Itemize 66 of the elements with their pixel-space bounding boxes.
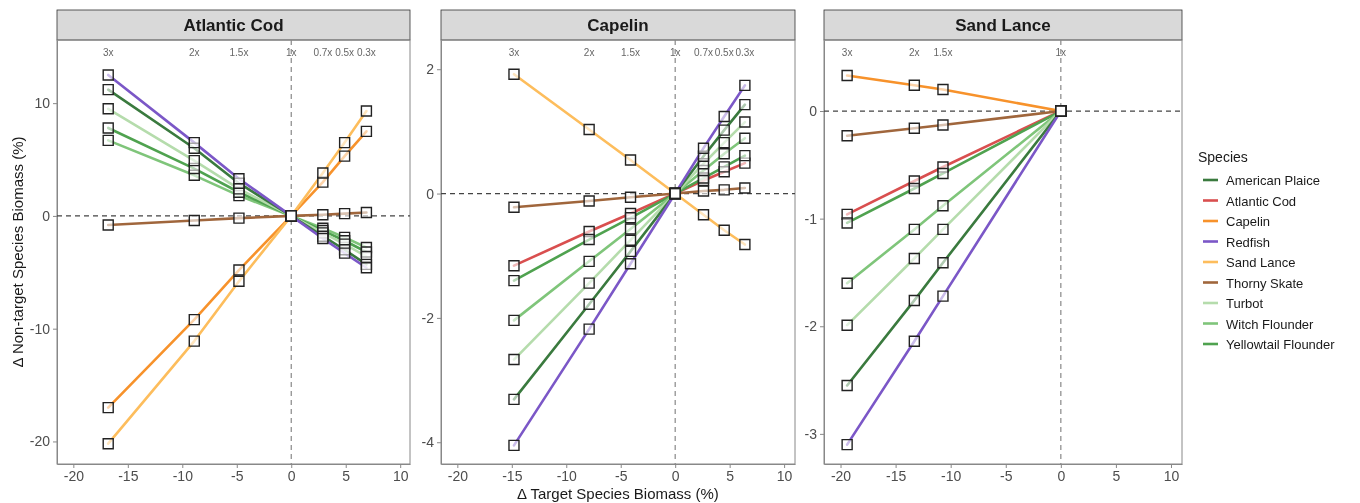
y-tick-label: -3	[804, 425, 818, 442]
legend-label: Capelin	[1226, 214, 1271, 229]
x-tick-label: 5	[726, 467, 735, 484]
chart-title: Sand Lance	[955, 16, 1051, 35]
annotation: 1x	[669, 47, 681, 58]
x-tick-label: -5	[1000, 467, 1013, 484]
y-axis-title: Δ Non-target Species Biomass (%)	[9, 136, 26, 368]
y-tick-label: -2	[421, 309, 435, 326]
y-tick-label: -10	[29, 320, 51, 337]
legend-label: Redfish	[1226, 234, 1271, 250]
x-tick-label: 0	[287, 467, 296, 484]
x-tick-label: 10	[392, 467, 409, 484]
y-tick-label: 0	[809, 103, 818, 120]
x-tick-label: 10	[776, 467, 793, 484]
x-tick-label: 0	[1057, 467, 1066, 484]
legend-title: Species	[1198, 149, 1248, 165]
y-tick-label: -4	[421, 434, 435, 451]
annotation: 2x	[583, 47, 595, 58]
x-tick-label: -15	[118, 467, 139, 484]
legend-label: Witch Flounder	[1226, 316, 1315, 332]
annotation: 1.5x	[933, 47, 953, 58]
annotation: 2x	[189, 47, 200, 58]
annotation: 0.7x	[694, 47, 713, 58]
x-tick-label: 0	[671, 467, 680, 484]
y-tick-label: -1	[804, 210, 818, 227]
x-tick-label: 5	[342, 467, 351, 484]
annotation: 1.5x	[621, 47, 640, 58]
chart-title: Atlantic Cod	[183, 16, 284, 35]
x-tick-label: 5	[1112, 467, 1121, 484]
text: Sand Lance	[1226, 255, 1296, 270]
x-tick-label: -10	[941, 467, 962, 484]
legend-label: Atlantic Cod	[1226, 193, 1297, 209]
annotation: 1x	[1055, 47, 1067, 58]
annotation: 0.3x	[735, 47, 755, 58]
annotation: 0.5x	[335, 47, 355, 58]
chart-title: Capelin	[587, 16, 649, 35]
annotation: 3x	[102, 47, 114, 58]
annotation: 0.3x	[356, 47, 376, 58]
legend-label: Turbot	[1226, 296, 1264, 311]
x-axis-title: Δ Target Species Biomass (%)	[517, 485, 719, 502]
x-tick-label: -20	[830, 467, 852, 484]
annotation: 2x	[909, 47, 920, 58]
annotation: 1x	[285, 47, 297, 58]
x-tick-label: 10	[1163, 467, 1180, 484]
annotation: 0.5x	[714, 47, 734, 58]
annotation: 1.5x	[229, 47, 249, 58]
y-tick-label: 10	[34, 95, 51, 112]
annotation: 3x	[508, 47, 520, 58]
legend-label: American Plaice	[1226, 173, 1320, 188]
annotation: 3x	[841, 47, 853, 58]
x-tick-label: -5	[231, 467, 244, 484]
y-tick-label: 0	[42, 207, 51, 224]
x-tick-label: -20	[63, 467, 85, 484]
annotation: 0.7x	[313, 47, 333, 58]
y-tick-label: -2	[804, 318, 818, 335]
x-tick-label: -20	[447, 467, 469, 484]
x-tick-label: -15	[885, 467, 907, 484]
x-tick-label: -10	[172, 467, 194, 484]
x-tick-label: -10	[556, 467, 578, 484]
x-tick-label: -5	[615, 467, 628, 484]
y-tick-label: 2	[426, 61, 435, 78]
x-tick-label: -15	[502, 467, 523, 484]
y-tick-label: 0	[426, 185, 435, 202]
legend-label: Yellowtail Flounder	[1226, 337, 1336, 352]
legend-label: Thorny Skate	[1226, 275, 1304, 291]
y-tick-label: -20	[29, 433, 51, 450]
